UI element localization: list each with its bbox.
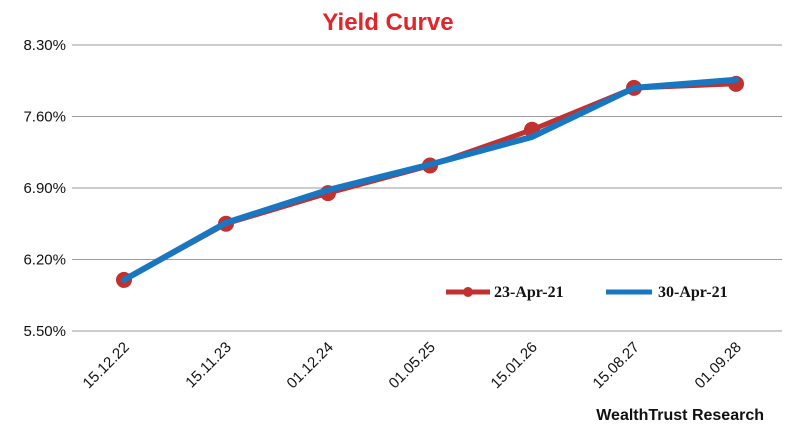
y-tick-label: 8.30% (23, 37, 66, 54)
series-line-1 (122, 81, 737, 283)
x-tick-label: 15.12.22 (80, 339, 133, 392)
legend: 23-Apr-21 30-Apr-21 (446, 284, 728, 301)
legend-label-series-2: 30-Apr-21 (658, 284, 728, 301)
legend-label-series-1: 23-Apr-21 (494, 284, 564, 301)
y-tick-label: 5.50% (23, 323, 66, 340)
legend-item-series-2: 30-Apr-21 (606, 284, 728, 301)
x-tick-label: 15.01.26 (488, 339, 541, 392)
legend-marker-series-1 (463, 287, 473, 297)
chart-title: Yield Curve (322, 9, 453, 36)
x-tick-label: 01.05.25 (386, 339, 439, 392)
y-tick-label: 6.90% (23, 180, 66, 197)
series-lines (116, 75, 744, 288)
x-axis-ticks: 15.12.22 15.11.23 01.12.24 01.05.25 15.01.26… (80, 339, 745, 392)
x-tick-label: 01.09.28 (692, 339, 745, 392)
x-tick-label: 01.12.24 (284, 339, 337, 392)
y-axis-ticks: 5.50% 6.20% 6.90% 7.60% 8.30% (23, 37, 66, 340)
legend-item-series-1: 23-Apr-21 (446, 284, 564, 301)
x-tick-label: 15.11.23 (182, 339, 235, 392)
y-tick-label: 6.20% (23, 252, 66, 269)
x-tick-label: 15.08.27 (590, 339, 643, 392)
y-tick-label: 7.60% (23, 109, 66, 126)
grid-lines (72, 44, 782, 332)
source-note: WealthTrust Research (596, 407, 764, 424)
series-line-2 (121, 76, 739, 283)
